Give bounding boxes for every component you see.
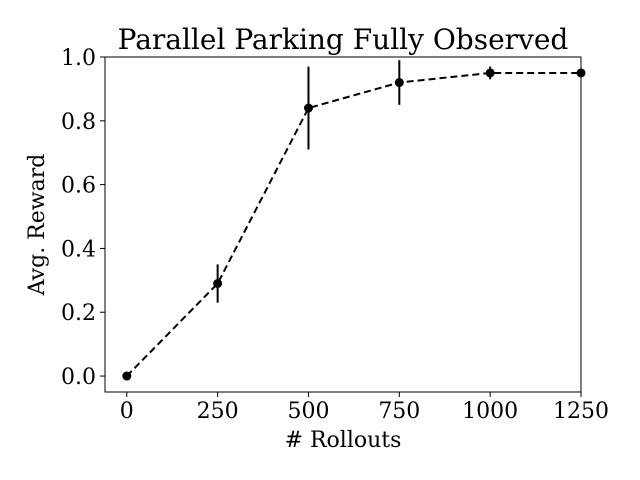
y-tick-label: 0.0 <box>61 365 96 390</box>
series-line <box>126 71 581 377</box>
data-point <box>394 78 404 88</box>
data-point <box>303 103 313 113</box>
data-point <box>122 371 132 381</box>
x-axis: 0 250 500 750 1000 1250 <box>120 392 609 424</box>
series-group <box>126 60 581 377</box>
plot-frame <box>104 56 582 393</box>
x-tick-label: 1250 <box>553 399 609 424</box>
x-tick-label: 500 <box>287 399 329 424</box>
x-tick-label: 1000 <box>462 399 518 424</box>
data-point <box>485 68 495 78</box>
y-tick-label: 1.0 <box>61 46 96 71</box>
y-tick-label: 0.6 <box>61 174 96 199</box>
x-tick-label: 0 <box>120 399 134 424</box>
x-axis-label: # Rollouts <box>285 428 402 453</box>
data-point <box>213 279 223 289</box>
y-tick-label: 0.4 <box>61 237 96 262</box>
marker-group <box>122 68 586 381</box>
x-tick-label: 750 <box>378 399 420 424</box>
y-axis: 0.0 0.2 0.4 0.6 0.8 1.0 <box>61 46 105 390</box>
plot-area <box>104 56 586 393</box>
y-tick-label: 0.2 <box>61 301 96 326</box>
x-tick-label: 250 <box>197 399 239 424</box>
y-tick-label: 0.8 <box>61 110 96 135</box>
data-point <box>576 68 586 78</box>
y-axis-label: Avg. Reward <box>25 154 50 297</box>
chart-title: Parallel Parking Fully Observed <box>118 23 569 56</box>
